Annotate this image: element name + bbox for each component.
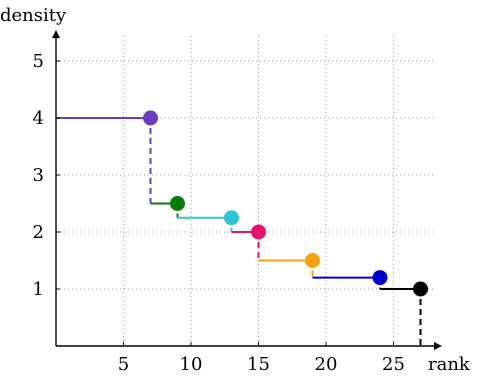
y-axis-label: density — [0, 5, 67, 26]
axes — [52, 30, 442, 350]
step-point-2 — [170, 196, 185, 211]
x-tick-label-10: 10 — [180, 354, 203, 375]
y-tick-label-4: 4 — [33, 108, 44, 129]
x-tick-label-15: 15 — [247, 354, 270, 375]
y-tick-label-1: 1 — [33, 279, 44, 300]
y-tick-label-2: 2 — [33, 222, 44, 243]
y-tick-label-3: 3 — [33, 165, 44, 186]
y-tick-label-5: 5 — [33, 51, 44, 72]
step-point-5 — [305, 253, 320, 268]
step-point-4 — [251, 224, 266, 240]
series-steps — [56, 110, 428, 346]
step-point-7 — [413, 281, 428, 297]
tick-labels: 5 10 15 20 25 1 2 3 4 5 — [33, 51, 405, 375]
x-tick-label-20: 20 — [315, 354, 338, 375]
x-tick-label-5: 5 — [118, 354, 129, 375]
x-axis-arrow — [434, 342, 442, 350]
x-axis-label: rank — [428, 354, 471, 375]
x-tick-label-25: 25 — [382, 354, 405, 375]
grid — [56, 36, 436, 346]
step-point-6 — [372, 270, 388, 286]
step-point-3 — [224, 210, 239, 226]
y-axis-arrow — [52, 30, 60, 38]
step-point-1 — [143, 110, 158, 126]
